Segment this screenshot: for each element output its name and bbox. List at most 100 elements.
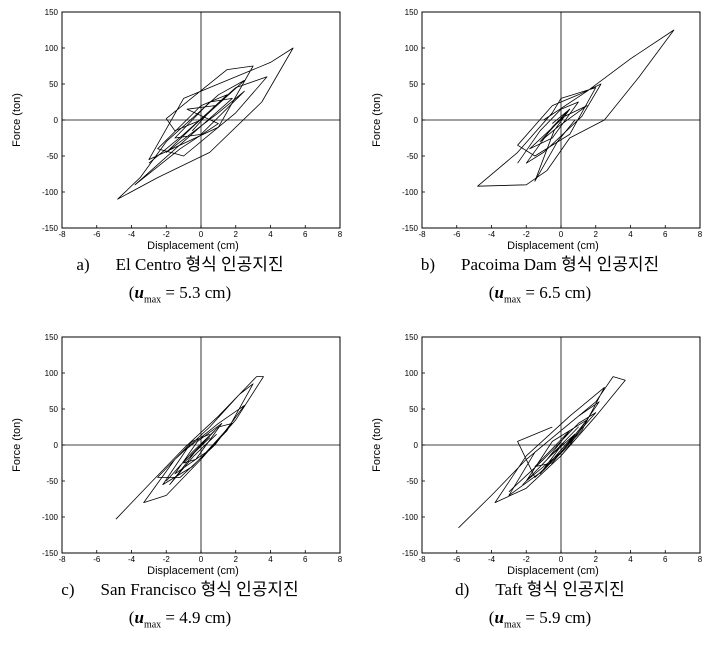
y-tick-label: 50 (49, 80, 58, 89)
hysteresis-loop-1 (117, 47, 294, 200)
x-tick-label: -8 (58, 230, 66, 239)
y-tick-label: -50 (46, 477, 58, 486)
y-axis-label: Force (ton) (371, 418, 383, 472)
x-tick-label: -6 (453, 555, 461, 564)
hysteresis-loop-2 (166, 423, 233, 486)
y-tick-label: -100 (402, 513, 419, 522)
umax-symbol: u (134, 608, 144, 627)
x-axis-label: Displacement (cm) (507, 240, 599, 252)
hysteresis-chart-b: -8 -6 -4 -2 0 2 4 6 8 -150 -100 -50 0 50 100 150 Displac… (371, 8, 703, 252)
caption-letter: b) (420, 255, 435, 274)
caption-d: d) Taft 형식 인공지진 (360, 579, 720, 601)
caption-letter: a) (76, 255, 90, 274)
y-tick-label: 150 (405, 8, 419, 17)
x-tick-label: 2 (234, 555, 239, 564)
y-tick-label: 150 (405, 333, 419, 342)
umax-subscript: max (503, 619, 522, 631)
y-tick-label: 150 (45, 8, 59, 17)
y-axis-label: Force (ton) (371, 93, 383, 147)
x-tick-label: 4 (628, 230, 633, 239)
chart-panel-c: -8 -6 -4 -2 0 2 4 6 8 -150 -100 -50 0 50 100 150 Displac… (0, 325, 360, 650)
hysteresis-chart-c: -8 -6 -4 -2 0 2 4 6 8 -150 -100 -50 0 50 100 150 Displac… (11, 333, 343, 577)
umax-value: = 6.5 cm (525, 283, 586, 302)
x-tick-label: -8 (418, 555, 426, 564)
x-tick-label: -4 (128, 230, 136, 239)
y-tick-label: 0 (414, 116, 419, 125)
hysteresis-loop-1 (458, 376, 626, 529)
hysteresis-loop-2 (517, 101, 588, 182)
x-tick-label: -2 (523, 555, 531, 564)
y-tick-label: 50 (409, 405, 418, 414)
x-tick-label: 6 (663, 555, 668, 564)
y-tick-label: -150 (42, 549, 59, 558)
umax-symbol: u (494, 608, 504, 627)
y-tick-label: 100 (45, 369, 59, 378)
y-tick-label: -100 (42, 513, 59, 522)
caption-letter: d) (455, 580, 470, 599)
hysteresis-chart-a: -8 -6 -4 -2 0 2 4 6 8 -150 -100 -50 0 50 100 150 Displac… (11, 8, 343, 252)
x-tick-label: 0 (559, 230, 564, 239)
hysteresis-loop-1 (115, 376, 264, 520)
chart-panel-d: -8 -6 -4 -2 0 2 4 6 8 -150 -100 -50 0 50 100 150 Displac… (360, 325, 720, 650)
x-tick-label: -6 (453, 230, 461, 239)
x-tick-label: 8 (338, 555, 343, 564)
caption-c: c) San Francisco 형식 인공지진 (0, 579, 360, 601)
hysteresis-loop-1 (477, 29, 675, 187)
y-tick-label: 50 (409, 80, 418, 89)
x-tick-label: 8 (698, 230, 703, 239)
caption-text: Pacoima Dam 형식 인공지진 (460, 255, 660, 274)
y-tick-label: -50 (406, 477, 418, 486)
x-tick-label: -8 (58, 555, 66, 564)
y-tick-label: -150 (402, 224, 419, 233)
y-tick-label: -150 (402, 549, 419, 558)
y-tick-label: -50 (406, 152, 418, 161)
umax-subscript: max (143, 294, 162, 306)
y-tick-label: 50 (49, 405, 58, 414)
umax-d: (umax = 5.9 cm) (488, 608, 592, 631)
umax-a: (umax = 5.3 cm) (128, 283, 232, 306)
x-tick-label: -6 (93, 555, 101, 564)
x-tick-label: -4 (488, 230, 496, 239)
y-tick-label: 100 (405, 44, 419, 53)
x-axis-label: Displacement (cm) (147, 240, 239, 252)
x-tick-label: 0 (559, 555, 564, 564)
hysteresis-chart-d: -8 -6 -4 -2 0 2 4 6 8 -150 -100 -50 0 50 100 150 Displac… (371, 333, 703, 577)
umax-b: (umax = 6.5 cm) (488, 283, 592, 306)
y-tick-label: -150 (42, 224, 59, 233)
y-tick-label: 0 (54, 441, 59, 450)
y-tick-label: 100 (45, 44, 59, 53)
x-tick-label: -2 (163, 555, 171, 564)
x-tick-label: 8 (698, 555, 703, 564)
x-tick-label: -4 (488, 555, 496, 564)
caption-text: Taft 형식 인공지진 (495, 580, 625, 599)
y-tick-label: 150 (45, 333, 59, 342)
caption-letter: c) (61, 580, 75, 599)
y-tick-label: 0 (414, 441, 419, 450)
caption-a: a) El Centro 형식 인공지진 (0, 254, 360, 276)
x-tick-label: 0 (199, 230, 204, 239)
x-tick-label: 8 (338, 230, 343, 239)
y-tick-label: -100 (42, 188, 59, 197)
x-tick-label: 2 (594, 555, 599, 564)
caption-text: San Francisco 형식 인공지진 (100, 580, 299, 599)
x-tick-label: 4 (268, 555, 273, 564)
y-axis-label: Force (ton) (11, 418, 23, 472)
umax-value: = 5.9 cm (525, 608, 586, 627)
x-tick-label: 6 (303, 555, 308, 564)
umax-c: (umax = 4.9 cm) (128, 608, 232, 631)
x-tick-label: -6 (93, 230, 101, 239)
x-tick-label: 6 (663, 230, 668, 239)
caption-text: El Centro 형식 인공지진 (115, 255, 284, 274)
hysteresis-loop-2 (508, 412, 597, 493)
umax-symbol: u (494, 283, 504, 302)
x-tick-label: 6 (303, 230, 308, 239)
y-tick-label: -50 (46, 152, 58, 161)
x-tick-label: -2 (163, 230, 171, 239)
y-tick-label: -100 (402, 188, 419, 197)
y-tick-label: 100 (405, 369, 419, 378)
caption-b: b) Pacoima Dam 형식 인공지진 (360, 254, 720, 276)
x-tick-label: -4 (128, 555, 136, 564)
chart-panel-a: -8 -6 -4 -2 0 2 4 6 8 -150 -100 -50 0 50 100 150 Displac… (0, 0, 360, 325)
x-axis-label: Displacement (cm) (507, 565, 599, 577)
umax-value: = 5.3 cm (165, 283, 226, 302)
